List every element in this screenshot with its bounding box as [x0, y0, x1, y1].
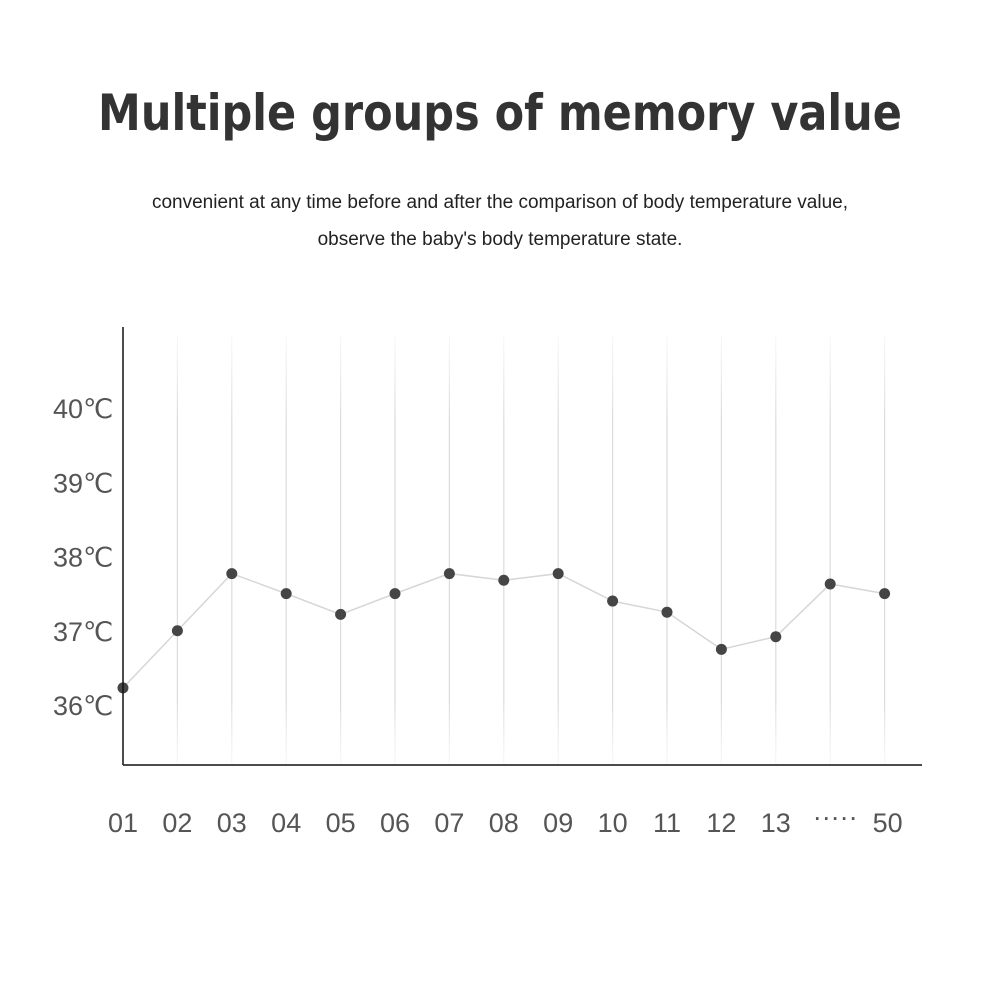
grid-line: [775, 335, 777, 765]
grid-line: [612, 335, 614, 765]
grid-line: [285, 335, 287, 765]
subtitle-line-1: convenient at any time before and after …: [151, 192, 849, 213]
y-tick-label: 40℃: [53, 394, 113, 424]
x-tick-label: 06: [380, 808, 410, 838]
data-point: [389, 588, 401, 600]
data-point: [443, 568, 455, 580]
grid-line: [231, 335, 233, 765]
grid-line: [666, 335, 668, 765]
y-tick-label: 36℃: [53, 691, 113, 721]
x-tick-label: 03: [217, 808, 247, 838]
x-tick-label: ·····: [813, 802, 858, 832]
data-point: [498, 574, 510, 586]
y-tick-label: 38℃: [53, 543, 113, 573]
x-tick-label: 05: [326, 808, 356, 838]
grid-line: [340, 335, 342, 765]
grid-line: [448, 335, 450, 765]
data-point: [226, 568, 238, 580]
grid-line: [394, 335, 396, 765]
data-point: [824, 578, 836, 590]
x-tick-label: 01: [108, 808, 138, 838]
data-point: [770, 631, 782, 643]
x-tick-label: 50: [873, 808, 903, 838]
grid-line: [720, 335, 722, 765]
y-tick-label: 37℃: [53, 617, 113, 647]
x-tick-label: 11: [653, 808, 681, 838]
x-tick-label: 02: [162, 808, 192, 838]
data-point: [280, 588, 292, 600]
x-tick-label: 13: [761, 808, 791, 838]
page-title: Multiple groups of memory value: [98, 84, 902, 142]
data-point: [879, 588, 891, 600]
x-tick-label: 12: [706, 808, 736, 838]
grid-line: [176, 335, 178, 765]
x-tick-label: 08: [489, 808, 519, 838]
data-point: [661, 606, 673, 618]
data-point: [552, 568, 564, 580]
x-tick-label: 09: [543, 808, 573, 838]
x-tick-label: 04: [271, 808, 301, 838]
x-tick-label: 07: [434, 808, 464, 838]
y-tick-label: 39℃: [53, 468, 113, 498]
grid-line: [884, 335, 886, 765]
data-point: [171, 625, 183, 637]
data-point: [715, 643, 727, 655]
grid-line: [557, 335, 559, 765]
subtitle-line-2: observe the baby's body temperature stat…: [317, 229, 683, 250]
grid-line: [503, 335, 505, 765]
data-point: [607, 595, 619, 607]
x-tick-label: 10: [598, 808, 628, 838]
data-point: [335, 608, 347, 620]
grid-line: [829, 335, 831, 765]
